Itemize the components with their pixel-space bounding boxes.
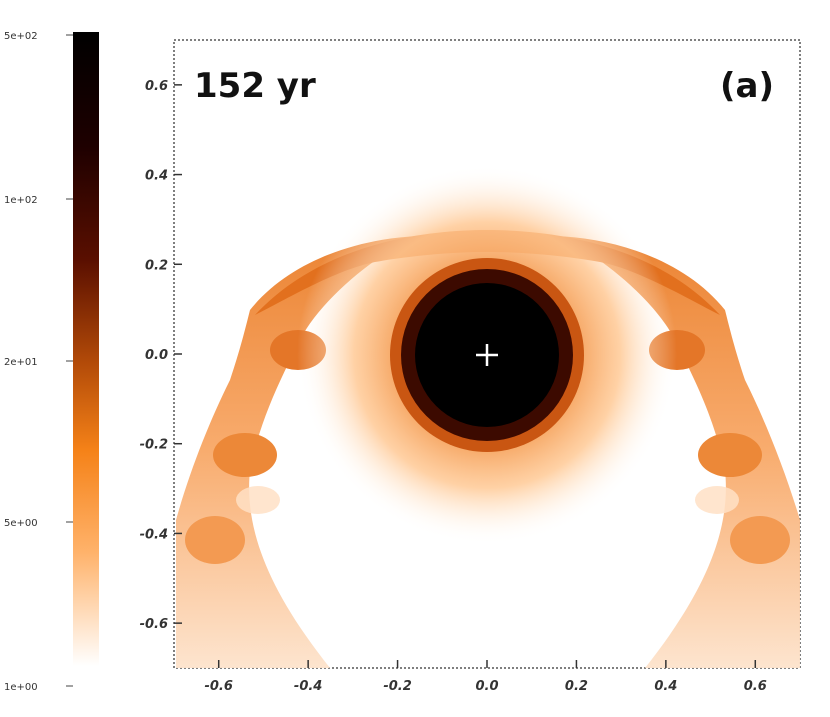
x-tick-label: 0.6 xyxy=(744,679,767,694)
panel-label: (a) xyxy=(720,66,774,106)
y-axis-ticks: 0.6 0.4 0.2 0.0 -0.2 -0.4 -0.6 xyxy=(140,79,182,632)
x-tick-label: -0.2 xyxy=(383,679,411,694)
x-tick-label: 0.2 xyxy=(565,679,588,694)
clump-right-2 xyxy=(698,433,762,477)
colorbar-tick-label: 5e+02 xyxy=(4,31,38,42)
y-tick-label: -0.2 xyxy=(140,438,168,453)
bow-shell-left-wing xyxy=(176,236,420,668)
colorbar-ticks: 5e+02 1e+02 2e+01 5e+00 1e+00 xyxy=(4,31,73,693)
colorbar-tick-label: 5e+00 xyxy=(4,518,38,529)
wing-gap-left xyxy=(236,486,280,514)
colorbar-tick-label: 1e+00 xyxy=(4,682,38,693)
y-tick-label: 0.0 xyxy=(145,348,168,363)
colorbar-tick-label: 2e+01 xyxy=(4,357,38,368)
x-tick-label: -0.4 xyxy=(294,679,322,694)
x-tick-label: 0.0 xyxy=(475,679,498,694)
time-label: 152 yr xyxy=(194,66,316,106)
wing-gap-right xyxy=(695,486,739,514)
y-tick-label: 0.2 xyxy=(145,258,168,273)
colorbar-tick-label: 1e+02 xyxy=(4,195,38,206)
y-tick-label: -0.4 xyxy=(140,527,168,542)
colorbar xyxy=(73,32,99,666)
y-tick-label: 0.6 xyxy=(145,79,168,94)
bow-shell-right-wing xyxy=(555,236,800,668)
clump-left-2 xyxy=(213,433,277,477)
x-tick-label: 0.4 xyxy=(654,679,677,694)
x-tick-label: -0.6 xyxy=(204,679,232,694)
y-tick-label: 0.4 xyxy=(145,169,168,184)
y-tick-label: -0.6 xyxy=(140,617,168,632)
x-axis-ticks: -0.6 -0.4 -0.2 0.0 0.2 0.4 0.6 xyxy=(204,660,767,694)
density-map xyxy=(176,165,800,668)
clump-left-3 xyxy=(185,516,245,564)
clump-right-3 xyxy=(730,516,790,564)
